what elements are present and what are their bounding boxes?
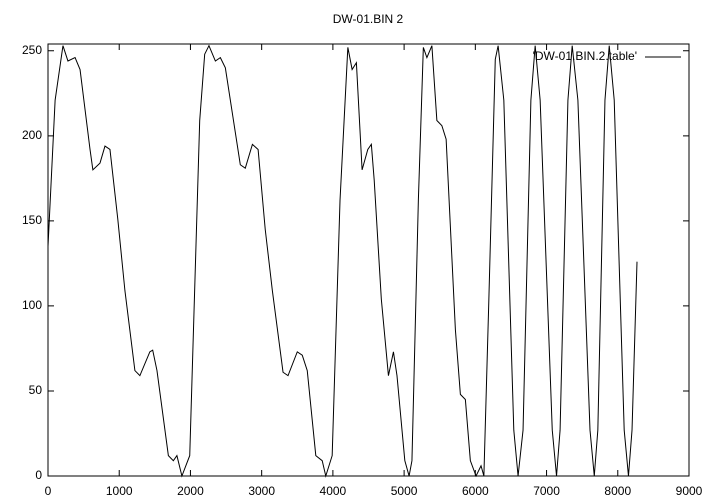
x-tick-label: 9000 xyxy=(676,484,703,498)
x-tick-label: 5000 xyxy=(391,484,418,498)
y-tick-label: 250 xyxy=(22,43,42,57)
x-tick-label: 1000 xyxy=(106,484,133,498)
x-tick-label: 2000 xyxy=(177,484,204,498)
chart-title: DW-01.BIN 2 xyxy=(333,12,404,26)
x-tick-label: 8000 xyxy=(604,484,631,498)
x-tick-label: 3000 xyxy=(248,484,275,498)
y-tick-label: 200 xyxy=(22,128,42,142)
y-tick-label: 150 xyxy=(22,213,42,227)
y-tick-label: 100 xyxy=(22,298,42,312)
legend-label: 'DW-01.BIN.2.table' xyxy=(533,49,637,63)
x-tick-label: 7000 xyxy=(533,484,560,498)
x-tick-label: 6000 xyxy=(462,484,489,498)
plot-frame xyxy=(47,43,690,477)
x-tick-label: 0 xyxy=(45,484,52,498)
x-tick-label: 4000 xyxy=(320,484,347,498)
y-tick-label: 50 xyxy=(29,383,43,397)
data-line xyxy=(47,44,638,478)
y-tick-label: 0 xyxy=(35,468,42,482)
